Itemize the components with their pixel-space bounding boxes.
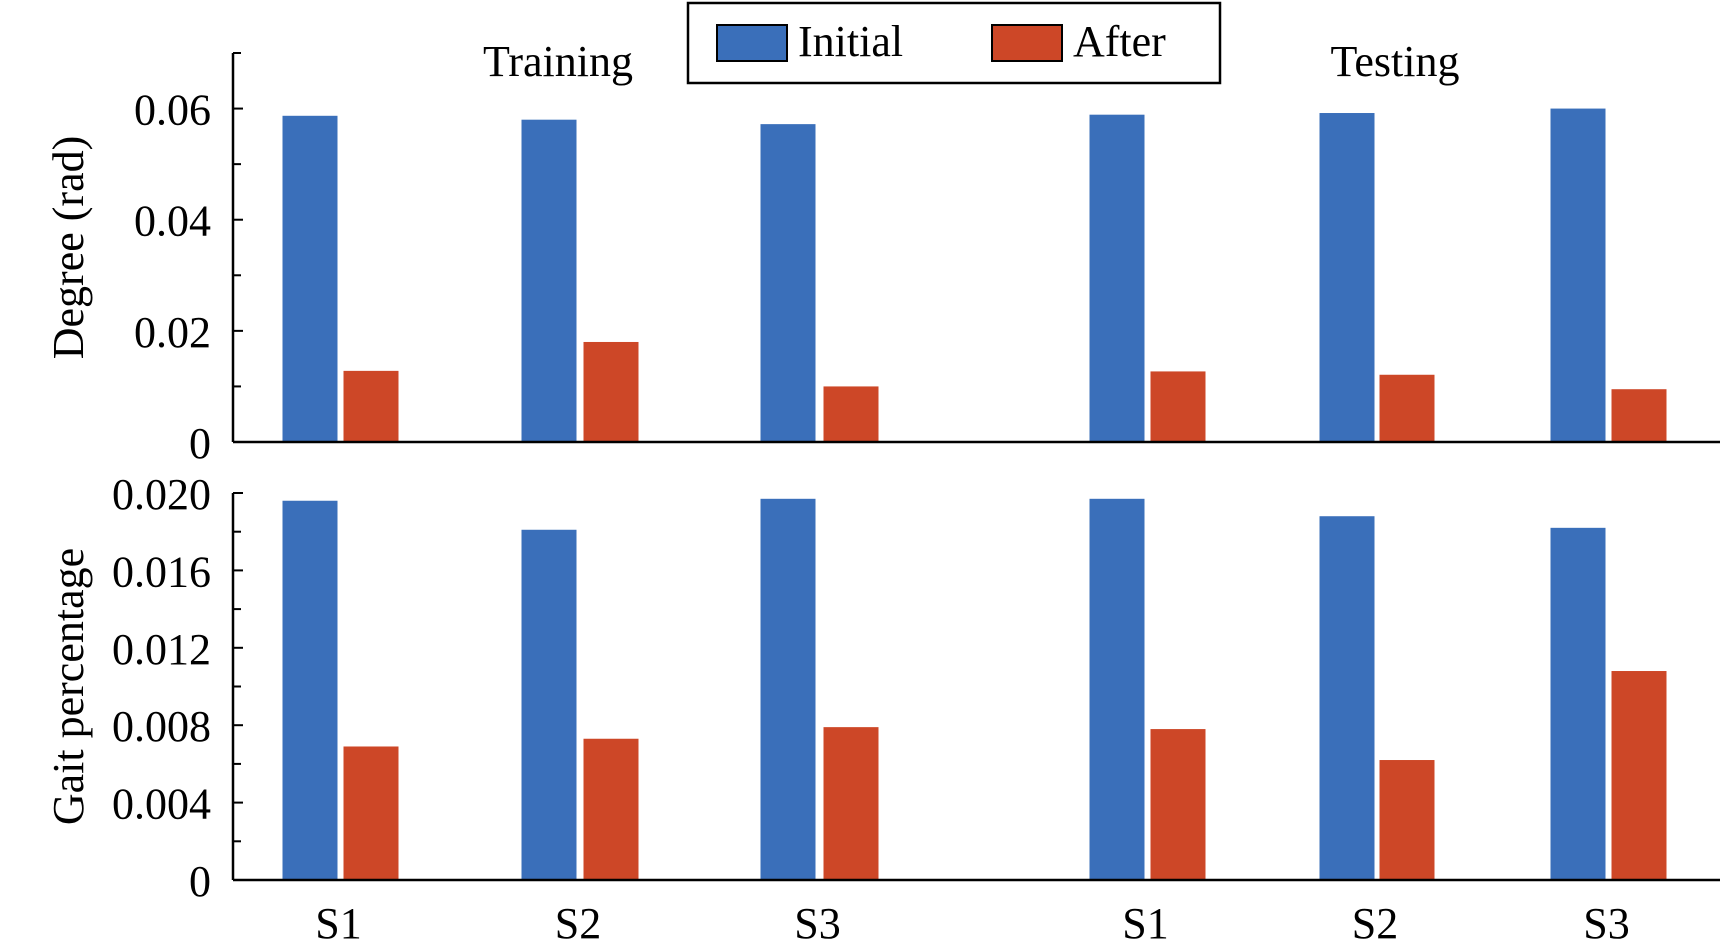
bar-panel2-initial-6 (1550, 527, 1606, 880)
ytick-label-panel2-1: 0.004 (112, 780, 211, 829)
bar-panel1-initial-4 (1089, 114, 1145, 442)
ytick-label-panel2-3: 0.012 (112, 625, 211, 674)
bar-panel2-after-6 (1611, 671, 1667, 880)
bar-panel1-initial-1 (282, 115, 338, 442)
bar-panel1-initial-5 (1319, 113, 1375, 442)
ytick-label-panel1-3: 0.06 (134, 86, 211, 135)
bar-panel1-after-2 (583, 341, 639, 442)
xtick-label-3: S3 (794, 899, 840, 948)
x-tick-labels: S1 S2 S3 S1 S2 S3 (315, 899, 1629, 948)
bar-panel2-initial-1 (282, 500, 338, 880)
y-axis-title-panel2: Gait percentage (44, 548, 93, 825)
y-axis-title-panel1: Degree (rad) (44, 136, 93, 360)
xtick-label-6: S3 (1583, 899, 1629, 948)
xtick-label-2: S2 (555, 899, 601, 948)
ytick-label-panel2-2: 0.008 (112, 702, 211, 751)
bar-panel2-after-4 (1150, 729, 1206, 880)
bar-panel1-after-6 (1611, 389, 1667, 442)
ytick-label-panel2-4: 0.016 (112, 547, 211, 596)
group-label-training: Training (483, 37, 633, 86)
bar-panel1-initial-3 (760, 124, 816, 442)
bar-panel2-initial-3 (760, 498, 816, 880)
ytick-label-panel1-2: 0.04 (134, 197, 211, 246)
bar-panel2-initial-2 (521, 529, 577, 880)
ytick-label-panel1-1: 0.02 (134, 308, 211, 357)
bar-panel1-after-4 (1150, 371, 1206, 442)
xtick-label-4: S1 (1122, 899, 1168, 948)
ytick-label-panel1-0: 0 (189, 419, 211, 468)
bar-panel2-initial-5 (1319, 516, 1375, 880)
ytick-label-panel2-0: 0 (189, 857, 211, 906)
bar-panel2-after-1 (343, 746, 399, 880)
bar-panel1-after-5 (1379, 374, 1435, 442)
xtick-label-5: S2 (1352, 899, 1398, 948)
xtick-label-1: S1 (315, 899, 361, 948)
chart-panels: 0 0.02 0.04 0.06 Degree (rad) 0 0.004 0.008 0.01… (44, 52, 1720, 948)
bar-panel1-initial-6 (1550, 108, 1606, 443)
group-label-testing: Testing (1331, 37, 1460, 86)
panel-2: 0 0.004 0.008 0.012 0.016 0.020 Gait percentag… (44, 470, 1720, 906)
bar-panel2-after-2 (583, 738, 639, 880)
legend-label-initial: Initial (798, 17, 903, 66)
legend-label-after: After (1073, 17, 1166, 66)
panel-1: 0 0.02 0.04 0.06 Degree (rad) (44, 52, 1720, 468)
bar-panel1-after-1 (343, 370, 399, 442)
bar-panel2-after-5 (1379, 760, 1435, 880)
ytick-label-panel2-5: 0.020 (112, 470, 211, 519)
legend: Initial After (686, 1, 1222, 85)
bar-panel2-after-3 (823, 727, 879, 880)
bar-panel1-initial-2 (521, 119, 577, 442)
legend-swatch-initial (716, 24, 788, 62)
legend-swatch-after (991, 24, 1063, 62)
bar-panel2-initial-4 (1089, 498, 1145, 880)
bar-panel1-after-3 (823, 386, 879, 442)
